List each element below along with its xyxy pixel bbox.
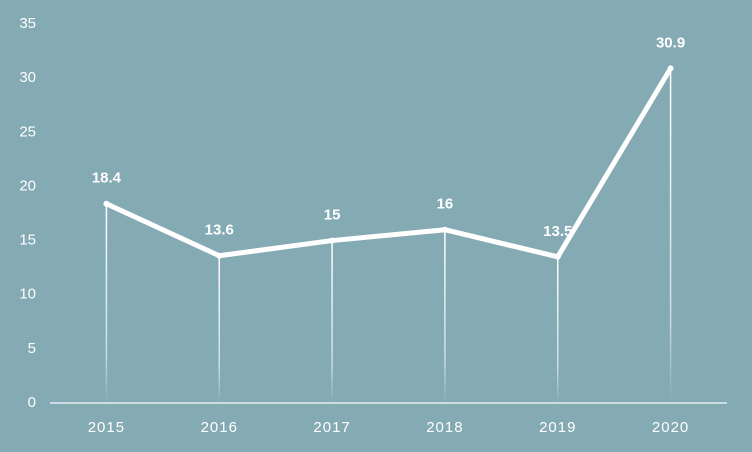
drop-line xyxy=(105,203,108,403)
x-tick-label: 2020 xyxy=(652,419,689,436)
point xyxy=(554,253,561,260)
y-tick-label: 20 xyxy=(19,177,36,194)
y-tick-label: 25 xyxy=(19,123,36,140)
x-tick-label: 2015 xyxy=(88,419,125,436)
x-tick-label: 2018 xyxy=(426,419,463,436)
point xyxy=(667,65,674,72)
point xyxy=(329,237,336,244)
data-label: 13.5 xyxy=(543,223,572,240)
y-tick-label: 10 xyxy=(19,286,36,303)
drop-line xyxy=(218,255,220,403)
drop-line xyxy=(444,229,446,403)
x-tick-label: 2019 xyxy=(539,419,576,436)
drop-line xyxy=(331,240,333,403)
data-label: 15 xyxy=(324,207,341,224)
point xyxy=(216,252,223,259)
data-label: 16 xyxy=(437,196,454,213)
drop-line xyxy=(557,256,559,403)
line xyxy=(103,65,674,260)
y-tick-label: 30 xyxy=(19,69,36,86)
point xyxy=(103,200,110,207)
point xyxy=(441,226,448,233)
data-label: 13.6 xyxy=(205,222,234,239)
y-tick-label: 35 xyxy=(19,15,36,32)
drop-line xyxy=(669,68,672,403)
x-tick-label: 2017 xyxy=(313,419,350,436)
x-tick-label: 2016 xyxy=(201,419,238,436)
y-tick-label: 15 xyxy=(19,232,36,249)
y-tick-label: 5 xyxy=(28,340,36,357)
data-label: 30.9 xyxy=(656,34,685,51)
data-label: 18.4 xyxy=(92,170,122,187)
y-tick-label: 0 xyxy=(28,394,36,411)
